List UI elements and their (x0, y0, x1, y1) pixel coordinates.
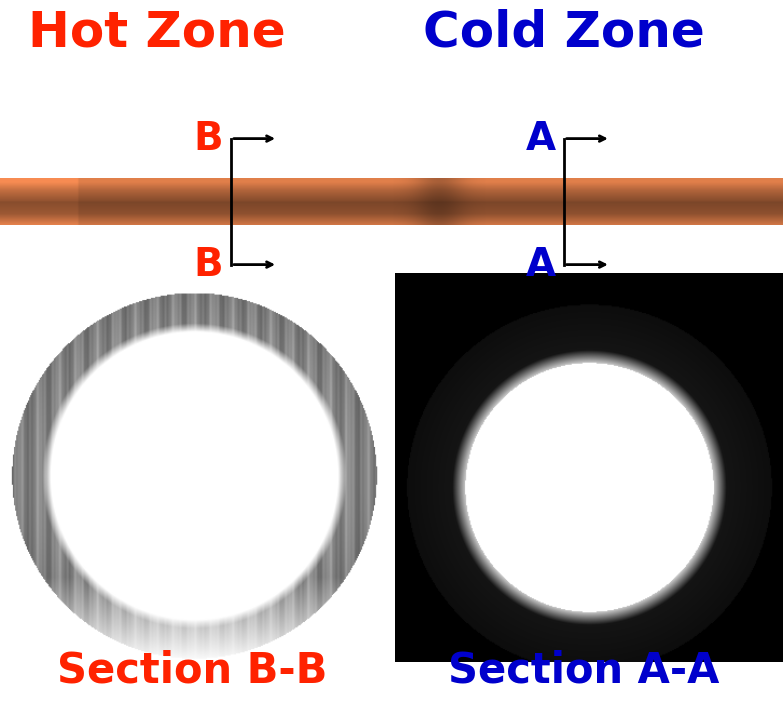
Text: A: A (526, 246, 556, 284)
Bar (0, 72, 783, 274)
Text: Section B-B: Section B-B (56, 649, 327, 691)
Text: Cold Zone: Cold Zone (423, 9, 705, 56)
Text: B: B (193, 246, 223, 284)
Text: Section A-A: Section A-A (448, 649, 719, 691)
Text: B: B (193, 120, 223, 158)
Text: A: A (526, 120, 556, 158)
Text: Hot Zone: Hot Zone (27, 9, 286, 56)
